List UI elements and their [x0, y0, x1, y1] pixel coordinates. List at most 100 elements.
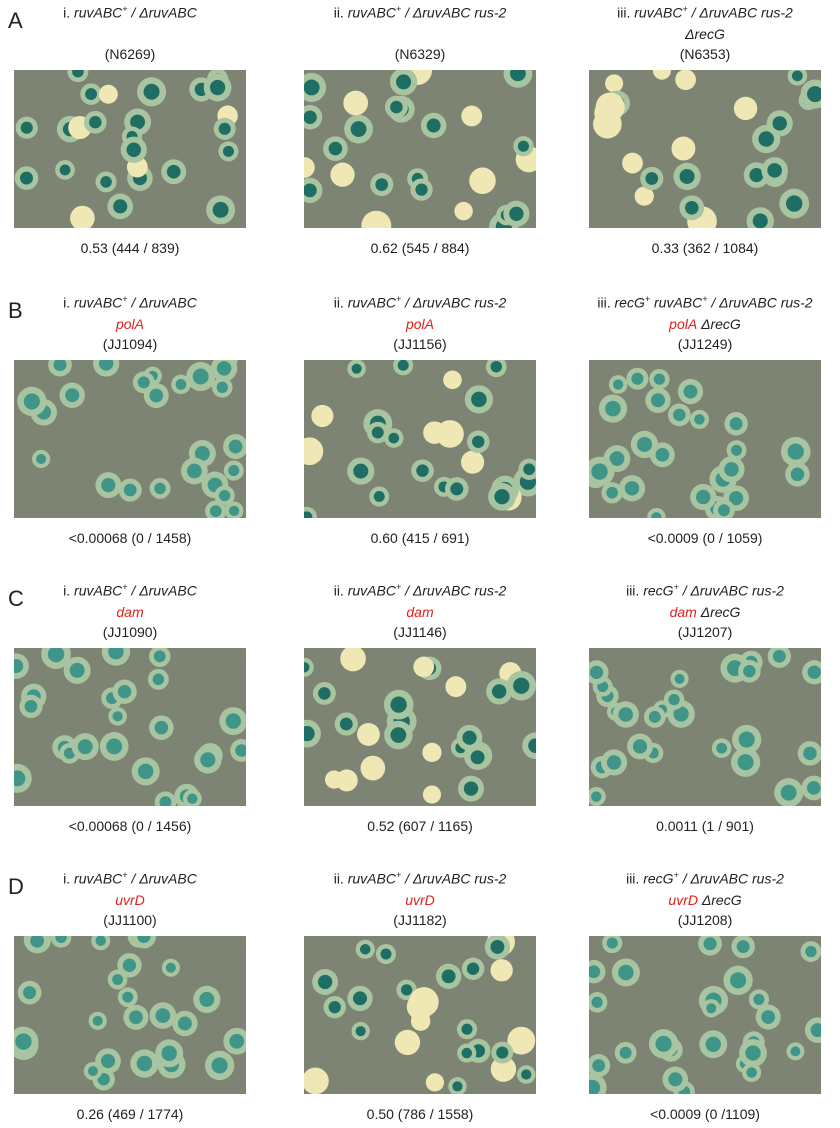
colony-center [654, 374, 665, 385]
colony-center [390, 101, 403, 114]
colony-center [730, 417, 743, 430]
cell-title: ii. ruvABC+ / ΔruvABC rus-2 [280, 870, 560, 887]
colony-center [781, 785, 797, 801]
frequency-result: 0.50 (786 / 1558) [280, 1106, 560, 1122]
extra-mutation: ΔrecG [701, 316, 741, 332]
colony-center [70, 663, 85, 678]
colony-center [219, 490, 230, 501]
colony-center [591, 791, 601, 801]
plate-photo [589, 70, 821, 228]
colonies [589, 936, 821, 1094]
colony-center [213, 202, 229, 218]
colony-center [65, 388, 79, 402]
colony-center [178, 1016, 192, 1030]
colony-center [360, 944, 371, 955]
colony-center [127, 143, 141, 157]
colony-center [391, 727, 407, 743]
colony-center [193, 369, 209, 385]
colony-center [788, 443, 804, 459]
mutation: polA [669, 316, 697, 332]
colony-center [786, 195, 802, 211]
mutation: uvrD [405, 892, 435, 908]
colony-center [509, 207, 523, 221]
colonies [14, 70, 246, 228]
colonies [589, 360, 821, 518]
colony-center [694, 414, 705, 425]
colony-center [738, 754, 754, 770]
colony-center [124, 484, 137, 497]
colony-center [668, 694, 679, 705]
colony-center [590, 666, 603, 679]
colonies [589, 70, 821, 228]
colony-center [518, 141, 529, 152]
white-colony [357, 723, 380, 746]
frequency-result: 0.52 (607 / 1165) [280, 818, 560, 834]
colony-center [398, 360, 409, 371]
colony-center [118, 685, 131, 698]
colony-center [791, 468, 805, 482]
genotype-line: polA [0, 316, 270, 332]
colony-center [461, 1048, 472, 1059]
colony-center [490, 940, 504, 954]
frequency-result: <0.00068 (0 / 1458) [0, 530, 270, 546]
colony-center [380, 948, 391, 959]
colony-center [496, 1047, 508, 1059]
colony-center [113, 199, 127, 213]
colony-center [78, 739, 93, 754]
plate-photo [589, 360, 821, 518]
colony-center [427, 119, 441, 133]
colony-center [739, 731, 755, 747]
mutation: polA [116, 316, 144, 332]
white-colony [70, 206, 95, 228]
colony-center [467, 963, 479, 975]
colony-center [15, 1033, 31, 1049]
colony-center [93, 1016, 103, 1026]
cell-title: iii. recG+ ruvABC+ / ΔruvABC rus-2 [565, 294, 840, 311]
colony-center [166, 963, 176, 973]
genotype-line: uvrD ΔrecG [565, 892, 840, 908]
white-colony [653, 70, 671, 80]
colony-center [20, 172, 33, 185]
plate-photo [589, 936, 821, 1094]
frequency-result: 0.60 (415 / 691) [280, 530, 560, 546]
colony-center [210, 80, 225, 95]
colony-center [631, 373, 643, 385]
colony-center [217, 361, 231, 375]
frequency-result: <0.0009 (0 / 1059) [565, 530, 840, 546]
strain: (JJ1182) [280, 912, 560, 928]
colony-center [745, 1045, 760, 1060]
extra-mutation: ΔrecG [685, 26, 725, 42]
genotype-line: uvrD [0, 892, 270, 908]
white-colony [99, 85, 118, 104]
colony-center [592, 1059, 605, 1072]
colony-center [318, 687, 331, 700]
colony-center [618, 707, 633, 722]
colony-center [753, 213, 768, 228]
colony-center [137, 1056, 153, 1072]
white-colony [361, 211, 391, 228]
frequency-result: 0.26 (469 / 1774) [0, 1106, 270, 1122]
colony-center [491, 361, 502, 372]
colony-center [472, 436, 484, 448]
extra-mutation: ΔrecG [702, 892, 742, 908]
genotype-line: dam ΔrecG [565, 604, 840, 620]
plate-photo [14, 648, 246, 806]
colony-center [808, 666, 821, 679]
colony-center [36, 454, 46, 464]
colony-center [625, 481, 639, 495]
white-colony [360, 756, 385, 781]
colony-center [706, 1003, 716, 1013]
strain: (JJ1100) [0, 912, 270, 928]
colony-center [101, 1054, 115, 1068]
colony-center [60, 164, 71, 175]
colony-center [155, 721, 168, 734]
colony-center [673, 409, 686, 422]
colony-center [464, 781, 478, 795]
colony-center [318, 975, 332, 989]
cell-title: ii. ruvABC+ / ΔruvABC rus-2 [280, 4, 560, 21]
colony-center [129, 1010, 143, 1024]
colony-center [329, 142, 343, 156]
colony-center [415, 183, 427, 195]
colony-center [25, 700, 38, 713]
colony-center [390, 696, 406, 712]
